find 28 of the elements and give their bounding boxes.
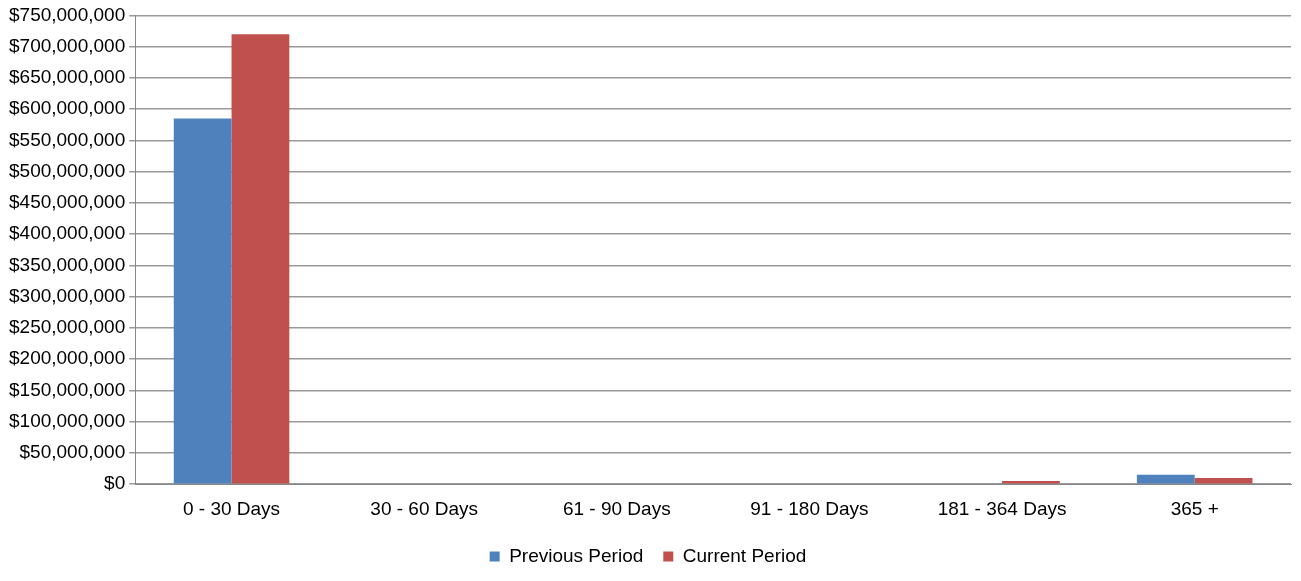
x-tick-label: 0 - 30 Days	[182, 497, 281, 519]
y-tick-label: $700,000,000	[8, 34, 126, 56]
y-tick-label: $150,000,000	[8, 378, 126, 400]
legend-label: Current Period	[682, 544, 807, 566]
legend-label: Previous Period	[509, 544, 644, 566]
y-tick-label: $500,000,000	[8, 159, 126, 181]
bar	[1136, 474, 1195, 484]
y-tick-label: $300,000,000	[8, 284, 126, 306]
x-tick-label: 61 - 90 Days	[562, 497, 671, 519]
y-tick-label: $50,000,000	[19, 441, 126, 463]
y-tick-label: $0	[104, 472, 126, 494]
y-tick-label: $200,000,000	[8, 347, 126, 369]
y-tick-label: $400,000,000	[8, 222, 126, 244]
bar	[1194, 477, 1253, 484]
y-tick-label: $550,000,000	[8, 128, 126, 150]
y-tick-label: $750,000,000	[8, 3, 126, 25]
y-tick-label: $250,000,000	[8, 316, 126, 338]
y-tick-label: $650,000,000	[8, 66, 126, 88]
y-tick-label: $100,000,000	[8, 409, 126, 431]
y-tick-label: $600,000,000	[8, 97, 126, 119]
y-tick-label: $450,000,000	[8, 191, 126, 213]
x-tick-label: 365 +	[1170, 497, 1219, 519]
bar	[173, 118, 232, 484]
x-tick-label: 91 - 180 Days	[750, 497, 869, 519]
x-tick-label: 181 - 364 Days	[937, 497, 1067, 519]
y-tick-label: $350,000,000	[8, 253, 126, 275]
bar	[231, 34, 290, 484]
x-tick-label: 30 - 60 Days	[370, 497, 479, 519]
